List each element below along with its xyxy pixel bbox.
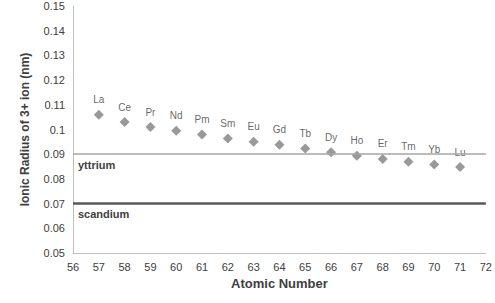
svg-text:59: 59 xyxy=(144,261,156,273)
svg-text:68: 68 xyxy=(377,261,389,273)
svg-text:0.06: 0.06 xyxy=(44,222,65,234)
svg-text:yttrium: yttrium xyxy=(78,159,116,171)
svg-text:La: La xyxy=(93,94,105,105)
svg-text:Yb: Yb xyxy=(428,144,441,156)
svg-text:scandium: scandium xyxy=(78,208,130,220)
svg-text:57: 57 xyxy=(93,261,105,273)
svg-text:0.1: 0.1 xyxy=(50,124,65,136)
svg-text:Gd: Gd xyxy=(273,124,286,135)
svg-text:Ce: Ce xyxy=(118,102,131,113)
svg-text:67: 67 xyxy=(351,261,363,273)
svg-text:62: 62 xyxy=(222,261,234,273)
svg-text:0.11: 0.11 xyxy=(44,99,65,111)
svg-text:70: 70 xyxy=(428,261,440,273)
svg-text:0.08: 0.08 xyxy=(44,173,65,185)
svg-text:69: 69 xyxy=(402,261,414,273)
svg-text:0.13: 0.13 xyxy=(44,49,65,61)
svg-text:Lu: Lu xyxy=(455,147,466,158)
svg-text:71: 71 xyxy=(454,261,466,273)
svg-text:72: 72 xyxy=(480,261,492,273)
svg-text:61: 61 xyxy=(196,261,208,273)
svg-text:Nd: Nd xyxy=(170,110,183,121)
svg-text:Atomic Number: Atomic Number xyxy=(231,276,328,291)
svg-text:Dy: Dy xyxy=(325,132,337,143)
svg-text:0.07: 0.07 xyxy=(44,198,65,210)
svg-text:65: 65 xyxy=(299,261,311,273)
svg-text:0.15: 0.15 xyxy=(44,0,65,12)
svg-text:Ho: Ho xyxy=(350,135,363,146)
svg-text:Eu: Eu xyxy=(248,121,260,132)
svg-text:Pr: Pr xyxy=(145,107,156,118)
svg-text:63: 63 xyxy=(248,261,260,273)
svg-text:56: 56 xyxy=(67,261,79,273)
svg-text:Er: Er xyxy=(378,138,389,149)
svg-text:66: 66 xyxy=(325,261,337,273)
svg-text:60: 60 xyxy=(170,261,182,273)
svg-text:0.05: 0.05 xyxy=(44,247,65,259)
svg-text:58: 58 xyxy=(118,261,130,273)
svg-text:Sm: Sm xyxy=(220,118,235,129)
svg-text:64: 64 xyxy=(273,261,285,273)
svg-text:Tb: Tb xyxy=(299,128,311,139)
svg-text:0.12: 0.12 xyxy=(44,74,65,86)
svg-text:Tm: Tm xyxy=(401,141,415,152)
svg-text:Pm: Pm xyxy=(195,114,210,125)
svg-text:Ionic Radius of 3+ ion (nm): Ionic Radius of 3+ ion (nm) xyxy=(18,53,32,207)
svg-text:0.09: 0.09 xyxy=(44,148,65,160)
svg-text:0.14: 0.14 xyxy=(44,25,65,37)
